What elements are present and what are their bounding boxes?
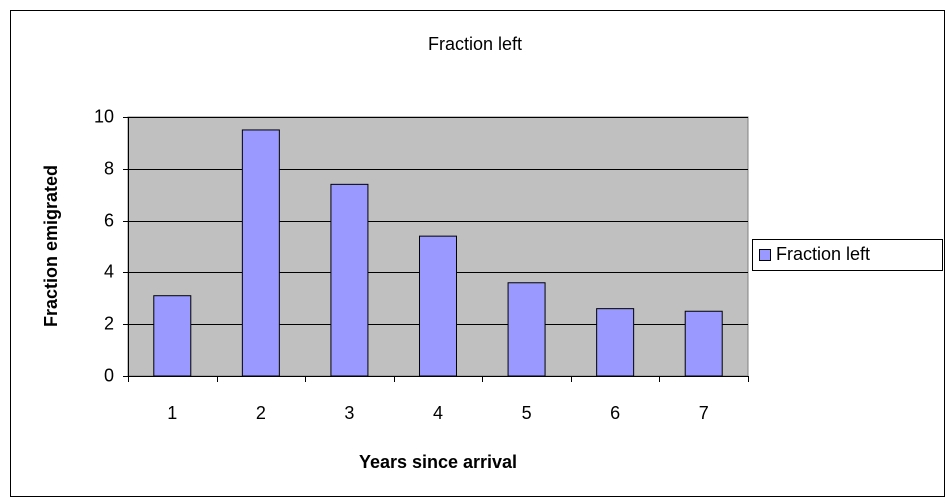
- bar: [330, 183, 369, 377]
- bar: [596, 308, 635, 377]
- y-tick-label: 6: [104, 210, 114, 230]
- x-tick-label: 1: [167, 403, 177, 423]
- bar: [241, 129, 280, 377]
- y-tick-label: 0: [104, 365, 114, 385]
- x-tick-label: 3: [344, 403, 354, 423]
- legend-label: Fraction left: [776, 244, 870, 264]
- x-tick-label: 7: [699, 403, 709, 423]
- bar: [419, 235, 457, 377]
- bar: [684, 310, 723, 377]
- chart-title: Fraction left: [428, 34, 522, 54]
- x-tick-label: 5: [522, 403, 532, 423]
- y-tick-label: 4: [104, 261, 114, 281]
- x-axis-title: Years since arrival: [359, 452, 517, 472]
- bar: [153, 295, 192, 377]
- legend-swatch: [759, 249, 771, 261]
- y-tick-label: 8: [104, 158, 114, 178]
- y-tick-label: 2: [104, 313, 114, 333]
- x-tick-label: 4: [433, 403, 443, 423]
- y-tick-label: 10: [94, 106, 114, 126]
- legend: [752, 239, 943, 271]
- x-tick-label: 2: [256, 403, 266, 423]
- bar: [507, 282, 546, 377]
- x-tick-label: 6: [610, 403, 620, 423]
- y-axis-title: Fraction emigrated: [41, 165, 61, 327]
